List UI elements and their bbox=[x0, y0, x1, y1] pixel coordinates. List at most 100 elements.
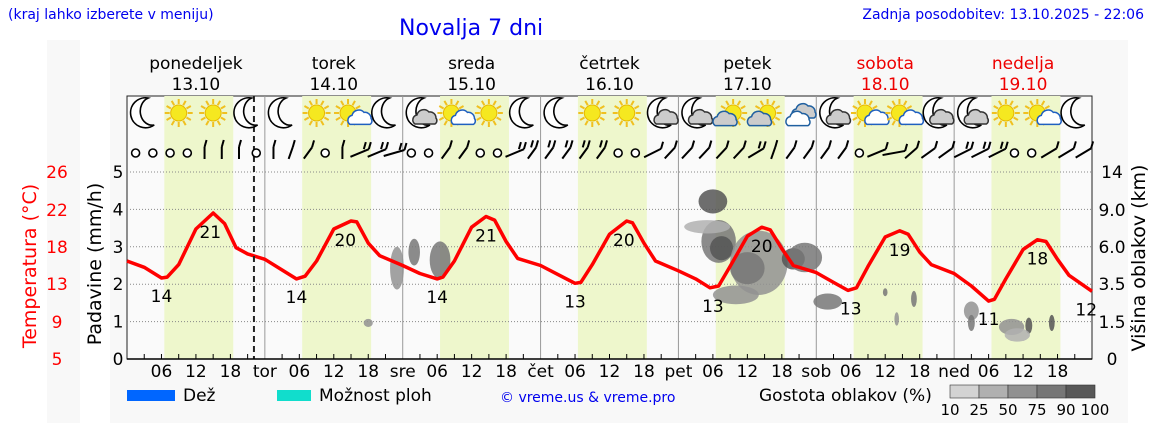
sun-ray bbox=[492, 120, 497, 126]
wind-barb-flag bbox=[673, 140, 678, 148]
sun-ray bbox=[618, 120, 624, 126]
cloud-patch bbox=[408, 238, 420, 266]
wind-barb-flag bbox=[311, 140, 316, 148]
cloud-height-tick: 1.5 bbox=[1098, 313, 1125, 333]
temp-axis-panel bbox=[47, 40, 80, 423]
day-name: torek bbox=[312, 54, 356, 74]
wind-barb-flag bbox=[564, 140, 569, 148]
wind-barb-icon bbox=[732, 146, 745, 160]
x-hour-label: 18 bbox=[1047, 362, 1069, 382]
sun-ray bbox=[340, 100, 345, 106]
wind-barb-icon bbox=[505, 148, 525, 158]
sun-ray bbox=[443, 100, 448, 106]
wind-barb-flag bbox=[793, 140, 798, 148]
wind-barb-flag bbox=[904, 143, 909, 152]
x-hour-label: 12 bbox=[874, 362, 896, 382]
wind-barb-icon bbox=[1057, 147, 1075, 159]
sun-ray bbox=[903, 100, 908, 106]
wind-calm-icon bbox=[1009, 148, 1020, 158]
x-hour-label: 18 bbox=[771, 362, 793, 382]
rain-legend-label: Dež bbox=[183, 386, 216, 406]
location-hint[interactable]: (kraj lahko izberete v meniju) bbox=[8, 7, 214, 23]
credit-link[interactable]: © vreme.us & vreme.pro bbox=[500, 390, 675, 406]
density-swatch bbox=[1036, 384, 1067, 399]
moon-icon bbox=[233, 96, 259, 129]
x-day-label: pet bbox=[664, 362, 692, 382]
x-hour-label: 12 bbox=[323, 362, 345, 382]
wind-barb-flag bbox=[810, 140, 815, 148]
moon-icon bbox=[1060, 96, 1086, 129]
moon-shape bbox=[543, 96, 569, 129]
day-name: četrtek bbox=[579, 54, 640, 74]
sun-icon bbox=[199, 99, 228, 127]
wind-barb-icon bbox=[350, 148, 370, 158]
wind-barb-icon bbox=[578, 146, 589, 160]
wind-barb-icon bbox=[920, 147, 936, 159]
wind-calm-icon bbox=[423, 148, 434, 158]
sun-icon bbox=[302, 99, 331, 127]
wind-calm-icon bbox=[406, 148, 417, 158]
wind-barb-flag bbox=[774, 139, 779, 148]
moon-shape bbox=[267, 96, 293, 129]
sun-ray bbox=[443, 120, 448, 126]
precip-tick: 3 bbox=[113, 238, 124, 258]
sun-cloud-icon bbox=[885, 99, 925, 127]
sun-ray bbox=[335, 105, 341, 110]
x-hour-label: 06 bbox=[289, 362, 311, 382]
day-date: 13.10 bbox=[172, 75, 221, 95]
sun-ray bbox=[320, 120, 325, 126]
sun-icon bbox=[164, 99, 193, 127]
sun-icon bbox=[578, 99, 607, 127]
sun-ray bbox=[997, 100, 1003, 106]
sun-disc bbox=[618, 104, 636, 122]
cloud-shape bbox=[929, 108, 955, 125]
sun-ray bbox=[740, 116, 746, 121]
wind-barb-icon bbox=[1040, 147, 1058, 159]
sun-ray bbox=[993, 116, 999, 121]
wind-barb-flag bbox=[604, 140, 608, 148]
temp-tick: 13 bbox=[46, 275, 68, 295]
moon-cloud-icon bbox=[922, 96, 955, 129]
x-hour-label: 06 bbox=[702, 362, 724, 382]
wind-barb-flag bbox=[845, 140, 850, 148]
sun-ray bbox=[496, 105, 502, 110]
density-tick: 25 bbox=[969, 401, 988, 419]
sun-ray bbox=[438, 116, 445, 121]
cloud-patch bbox=[429, 241, 451, 279]
wind-barb-icon bbox=[458, 146, 468, 160]
sun-ray bbox=[614, 105, 620, 110]
sun-ray bbox=[886, 116, 893, 121]
wind-barb-icon bbox=[747, 147, 765, 159]
temp-label: 14 bbox=[151, 287, 173, 307]
cloud-density-label: Gostota oblakov (%) bbox=[759, 386, 932, 406]
precip-axis-label: Padavine (mm/h) bbox=[84, 183, 106, 346]
wind-barb-flag bbox=[987, 141, 992, 150]
precip-tick: 1 bbox=[113, 313, 124, 333]
wind-barb-flag bbox=[448, 140, 453, 148]
x-hour-label: 12 bbox=[1012, 362, 1034, 382]
sun-ray bbox=[857, 100, 862, 106]
moon-cloud-icon bbox=[819, 96, 852, 129]
temp-label: 20 bbox=[613, 231, 635, 251]
wind-barb-icon bbox=[988, 147, 1007, 159]
temp-tick: 18 bbox=[46, 238, 68, 258]
x-hour-label: 12 bbox=[737, 362, 759, 382]
wind-calm-icon bbox=[613, 148, 623, 158]
precip-tick: 0 bbox=[113, 350, 124, 370]
x-hour-label: 06 bbox=[426, 362, 448, 382]
wind-barb-flag bbox=[951, 140, 956, 149]
wind-calm-icon bbox=[165, 148, 175, 158]
sun-ray bbox=[1013, 105, 1019, 110]
temp-axis-label: Temperatura (°C) bbox=[19, 184, 41, 349]
sun-ray bbox=[200, 105, 206, 110]
day-date: 16.10 bbox=[585, 75, 634, 95]
sun-ray bbox=[630, 100, 635, 106]
sun-ray bbox=[476, 105, 482, 110]
wind-barb-flag bbox=[517, 141, 522, 150]
sun-ray bbox=[852, 116, 858, 121]
density-tick: 75 bbox=[1027, 401, 1046, 419]
sun-ray bbox=[220, 116, 226, 121]
cloud-shape bbox=[347, 109, 373, 126]
temp-tick: 5 bbox=[52, 350, 63, 370]
sun-cloud-icon bbox=[1023, 99, 1062, 127]
